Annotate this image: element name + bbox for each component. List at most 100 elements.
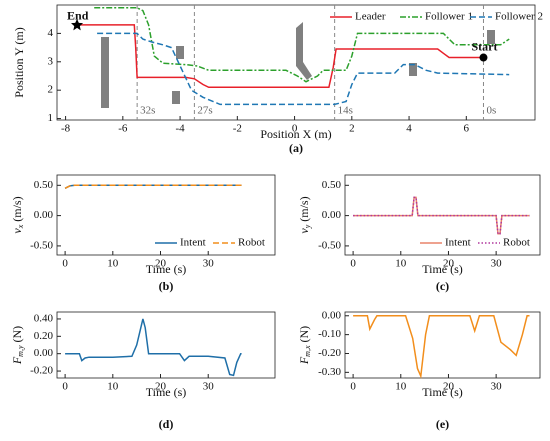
x-tick-label: 10	[107, 258, 119, 270]
y-axis-label-part: Position Y (m)	[12, 27, 26, 97]
panel-caption: (c)	[436, 279, 449, 293]
panel-caption: (a)	[289, 141, 303, 155]
x-axis-label: Time (s)	[422, 262, 463, 276]
y-tick-label: 0.50	[322, 179, 342, 191]
x-tick-label: 0	[62, 381, 68, 393]
y-tick-label: -0.20	[318, 347, 341, 359]
time-label: 27s	[197, 105, 212, 117]
series-line	[94, 7, 510, 83]
y-axis-label-part: m,x	[303, 345, 312, 357]
y-axis-label-part: F	[10, 356, 24, 365]
obstacle	[296, 22, 312, 80]
legend-label: Intent	[445, 237, 471, 249]
x-tick-label: 30	[491, 258, 503, 270]
y-axis-label-part: (m/s)	[297, 196, 311, 224]
x-tick-label: 20	[443, 258, 455, 270]
y-tick-label: 0.00	[322, 309, 342, 321]
plot-frame	[56, 174, 276, 256]
y-tick-label: -0.10	[318, 328, 341, 340]
x-tick-label: -8	[61, 123, 71, 135]
x-axis-label: Time (s)	[146, 262, 187, 276]
y-tick-label: 0.00	[34, 347, 54, 359]
x-tick-label: 0	[350, 381, 356, 393]
series-line	[77, 24, 484, 89]
obstacles	[101, 22, 495, 108]
y-axis-label: Position Y (m)	[12, 27, 26, 97]
x-tick-label: 10	[395, 258, 407, 270]
plot-frame	[56, 311, 276, 379]
legend-label: Intent	[180, 237, 206, 249]
y-tick-label: -0.50	[318, 239, 341, 251]
x-tick-label: 0	[292, 123, 298, 135]
x-axis-label: Position X (m)	[260, 127, 331, 141]
y-tick-label: -0.30	[318, 366, 341, 378]
x-tick-label: 10	[107, 381, 119, 393]
x-axis-label: Time (s)	[422, 385, 463, 399]
series-line	[64, 184, 242, 189]
y-axis-label-part: (N)	[10, 326, 24, 346]
legend-label: Follower 1	[425, 11, 473, 23]
start-marker	[479, 53, 488, 62]
y-tick-label: 0.00	[34, 209, 54, 221]
panel-caption: (d)	[159, 417, 174, 431]
x-tick-label: 4	[406, 123, 412, 135]
x-axis-label: Time (s)	[146, 385, 187, 399]
plot-frame	[344, 311, 541, 379]
x-tick-label: -2	[233, 123, 242, 135]
y-axis-label: vx (m/s)	[10, 196, 25, 233]
y-axis-label: Fm,x (N)	[297, 326, 312, 365]
start-label: Start	[471, 39, 497, 53]
x-tick-label: 30	[203, 258, 215, 270]
y-tick-label: 2	[48, 84, 54, 96]
plot-frame	[344, 174, 541, 256]
x-tick-label: 2	[349, 123, 355, 135]
y-axis-label-part: x	[16, 224, 25, 229]
x-tick-label: 6	[464, 123, 470, 135]
y-axis-label-part: v	[10, 228, 24, 234]
y-axis-label-part: (N)	[297, 326, 311, 346]
x-tick-label: 20	[155, 381, 167, 393]
panel-caption: (b)	[159, 279, 174, 293]
obstacle	[487, 30, 495, 44]
y-tick-label: -0.20	[30, 365, 53, 377]
y-axis-label-part: y	[303, 224, 312, 229]
obstacle	[101, 37, 109, 108]
legend-label: Robot	[238, 237, 265, 249]
y-axis-label-part: (m/s)	[10, 196, 24, 224]
x-tick-label: -4	[175, 123, 185, 135]
x-tick-label: 20	[155, 258, 167, 270]
x-tick-label: 10	[395, 381, 407, 393]
legend-label: Robot	[503, 237, 530, 249]
panel-caption: (e)	[436, 417, 449, 431]
x-tick-label: 20	[443, 381, 455, 393]
series-line	[353, 196, 530, 235]
y-tick-label: 1	[48, 112, 54, 124]
y-tick-label: 4	[48, 27, 54, 39]
time-label: 14s	[338, 105, 353, 117]
time-label: 32s	[140, 105, 155, 117]
y-axis-label-part: v	[297, 228, 311, 234]
end-marker	[71, 18, 84, 31]
series-line	[353, 196, 530, 235]
x-tick-label: 30	[491, 381, 503, 393]
y-tick-label: 3	[48, 55, 54, 67]
time-label: 0s	[486, 105, 496, 117]
y-tick-label: 0.00	[322, 209, 342, 221]
plot-frame	[56, 4, 536, 121]
series-line	[65, 318, 242, 377]
y-tick-label: 0.50	[34, 179, 54, 191]
legend-label: Follower 2	[495, 11, 543, 23]
x-tick-label: -6	[118, 123, 128, 135]
y-axis-label-part: m,y	[16, 345, 25, 357]
obstacle	[172, 91, 180, 104]
x-tick-label: 30	[203, 381, 215, 393]
series-line	[353, 315, 530, 379]
legend-label: Leader	[355, 11, 386, 23]
y-tick-label: 0.40	[34, 312, 54, 324]
series-line	[97, 32, 510, 106]
y-tick-label: 0.20	[34, 330, 54, 342]
obstacle	[176, 46, 184, 59]
y-axis-label: Fm,y (N)	[10, 326, 25, 365]
